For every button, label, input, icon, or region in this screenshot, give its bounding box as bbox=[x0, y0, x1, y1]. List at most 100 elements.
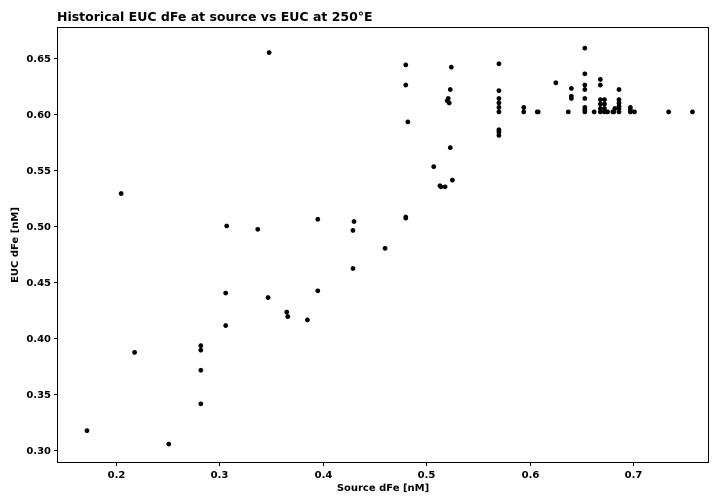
data-point bbox=[166, 441, 172, 447]
data-point bbox=[198, 347, 204, 353]
data-point bbox=[132, 349, 137, 355]
data-point bbox=[582, 45, 588, 51]
data-point bbox=[521, 105, 527, 110]
x-tick-label: 0.2 bbox=[108, 470, 126, 481]
data-point bbox=[315, 288, 321, 294]
y-axis-ticks: 0.30 0.35 0.40 0.45 0.50 0.55 0.60 0.65 bbox=[26, 54, 58, 457]
y-tick-label: 0.45 bbox=[26, 278, 51, 289]
data-point bbox=[198, 401, 204, 407]
data-point bbox=[405, 119, 411, 125]
chart-title: Historical EUC dFe at source vs EUC at 2… bbox=[57, 9, 373, 24]
data-point bbox=[616, 87, 622, 92]
data-point bbox=[582, 87, 588, 92]
data-point bbox=[597, 82, 603, 88]
data-point bbox=[350, 266, 356, 271]
data-point bbox=[198, 367, 204, 373]
data-point bbox=[84, 428, 90, 434]
data-point bbox=[602, 97, 607, 102]
plot-frame bbox=[57, 27, 709, 463]
data-point bbox=[265, 295, 271, 300]
data-point bbox=[382, 245, 388, 251]
x-tick-label: 0.5 bbox=[418, 470, 436, 481]
data-point bbox=[446, 100, 452, 106]
data-point bbox=[597, 101, 603, 107]
data-point bbox=[582, 96, 588, 101]
data-point bbox=[616, 109, 622, 115]
data-point bbox=[496, 105, 502, 110]
data-point bbox=[582, 71, 588, 77]
data-point bbox=[690, 109, 695, 115]
data-point bbox=[403, 82, 409, 88]
data-point bbox=[351, 219, 357, 224]
data-point bbox=[591, 109, 597, 115]
y-axis-label: EUC dFe [nM] bbox=[10, 207, 21, 283]
data-point bbox=[447, 145, 453, 151]
data-point bbox=[255, 226, 261, 232]
data-point bbox=[223, 290, 229, 296]
y-tick-label: 0.30 bbox=[26, 446, 51, 457]
data-point bbox=[403, 214, 409, 220]
data-point bbox=[118, 191, 124, 196]
data-point bbox=[449, 177, 455, 183]
x-tick-label: 0.7 bbox=[625, 470, 643, 481]
data-point bbox=[496, 96, 502, 101]
data-point bbox=[448, 64, 454, 70]
data-point bbox=[597, 106, 603, 111]
y-tick-label: 0.50 bbox=[26, 222, 51, 233]
data-point bbox=[285, 314, 291, 319]
data-point bbox=[602, 106, 607, 111]
data-point bbox=[445, 96, 451, 101]
data-point bbox=[627, 109, 633, 115]
data-point bbox=[350, 228, 356, 233]
data-point bbox=[616, 97, 622, 102]
data-point bbox=[666, 109, 672, 115]
data-point bbox=[442, 184, 448, 190]
data-point bbox=[266, 50, 272, 56]
data-point bbox=[224, 223, 230, 229]
data-point bbox=[403, 62, 409, 68]
data-point bbox=[632, 109, 637, 115]
data-point bbox=[612, 106, 618, 111]
data-point bbox=[447, 87, 453, 92]
data-point bbox=[602, 101, 607, 107]
data-point bbox=[431, 164, 437, 170]
data-point bbox=[223, 323, 229, 328]
x-axis-ticks: 0.2 0.3 0.4 0.5 0.6 0.7 bbox=[108, 462, 643, 481]
data-points bbox=[84, 45, 695, 447]
x-tick-label: 0.6 bbox=[522, 470, 540, 481]
y-tick-label: 0.65 bbox=[26, 54, 51, 65]
y-tick-label: 0.55 bbox=[26, 166, 51, 177]
data-point bbox=[496, 129, 502, 135]
data-point bbox=[305, 317, 310, 323]
data-point bbox=[616, 100, 622, 106]
data-point bbox=[496, 61, 502, 67]
data-point bbox=[496, 109, 502, 115]
data-point bbox=[284, 309, 290, 315]
data-point bbox=[198, 343, 204, 349]
data-point bbox=[521, 109, 527, 115]
data-point bbox=[438, 184, 444, 190]
data-point bbox=[496, 100, 502, 106]
data-point bbox=[568, 96, 574, 101]
data-point bbox=[553, 80, 559, 86]
data-point bbox=[597, 77, 603, 82]
x-axis-label: Source dFe [nM] bbox=[337, 483, 429, 494]
data-point bbox=[496, 132, 502, 138]
y-tick-label: 0.60 bbox=[26, 110, 51, 121]
data-point bbox=[315, 216, 321, 222]
data-point bbox=[616, 106, 622, 111]
data-point bbox=[582, 109, 588, 115]
data-point bbox=[605, 109, 610, 115]
data-point bbox=[568, 86, 574, 91]
x-tick-label: 0.3 bbox=[211, 470, 229, 481]
y-tick-label: 0.40 bbox=[26, 334, 51, 345]
data-point bbox=[496, 88, 502, 94]
x-tick-label: 0.4 bbox=[315, 470, 333, 481]
data-point bbox=[582, 82, 588, 88]
data-point bbox=[535, 109, 541, 115]
y-tick-label: 0.35 bbox=[26, 390, 51, 401]
data-point bbox=[565, 109, 571, 115]
data-point bbox=[597, 109, 603, 115]
data-point bbox=[597, 97, 603, 102]
